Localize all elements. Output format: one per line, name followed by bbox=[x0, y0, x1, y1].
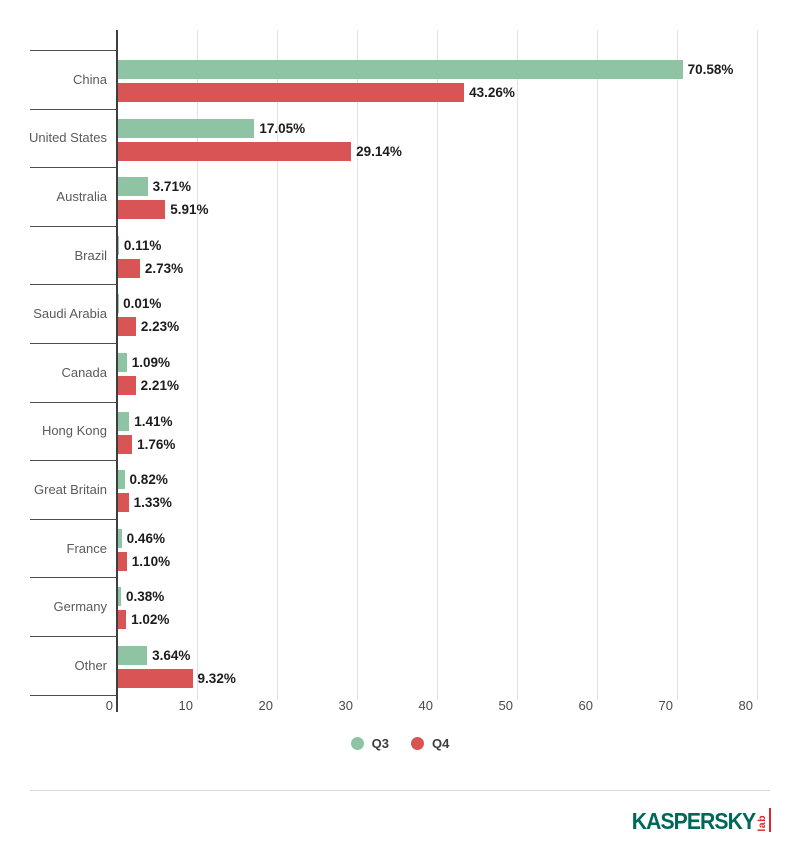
axis-tick-label: 40 bbox=[418, 698, 433, 713]
row-separator bbox=[30, 343, 117, 344]
category-label: Germany bbox=[53, 599, 107, 615]
grid-line bbox=[277, 30, 278, 700]
value-label: 1.33% bbox=[133, 495, 172, 511]
legend-item: Q4 bbox=[411, 736, 449, 751]
bar-q3 bbox=[118, 353, 127, 372]
category-label: Canada bbox=[61, 364, 107, 380]
row-separator bbox=[30, 694, 117, 696]
axis-tick-label: 0 bbox=[105, 698, 113, 713]
value-label: 0.82% bbox=[129, 472, 168, 488]
kaspersky-wordmark: KASPERSKY bbox=[631, 808, 756, 834]
row-separator bbox=[30, 225, 117, 227]
value-label: 1.09% bbox=[131, 355, 170, 370]
bar-q3 bbox=[118, 470, 125, 490]
value-label: 0.38% bbox=[126, 589, 165, 605]
category-label: Australia bbox=[56, 188, 107, 204]
value-label: 9.32% bbox=[197, 671, 236, 686]
bar-q3 bbox=[118, 235, 119, 255]
bar-q3 bbox=[118, 528, 122, 548]
grid-line bbox=[357, 30, 358, 700]
row-separator bbox=[30, 636, 117, 637]
bar-q4 bbox=[118, 258, 140, 278]
value-label: 43.26% bbox=[469, 85, 515, 100]
row-separator bbox=[30, 577, 117, 579]
category-label: Brazil bbox=[74, 247, 107, 263]
legend: Q3 Q4 bbox=[0, 736, 800, 751]
row-separator bbox=[30, 460, 117, 462]
row-separator bbox=[30, 518, 117, 520]
kaspersky-logo: KASPERSKY lab bbox=[621, 806, 772, 833]
value-label: 1.76% bbox=[137, 436, 176, 452]
grid-line bbox=[437, 30, 438, 700]
grid-line bbox=[197, 30, 198, 700]
value-label: 29.14% bbox=[356, 143, 402, 159]
legend-swatch bbox=[350, 737, 364, 750]
kaspersky-lab-text: lab bbox=[756, 815, 768, 832]
category-label: Hong Kong bbox=[41, 423, 107, 439]
value-label: 3.71% bbox=[152, 179, 191, 195]
legend-label: Q3 bbox=[371, 736, 389, 751]
bar-q3 bbox=[118, 177, 148, 197]
legend-label: Q4 bbox=[432, 736, 450, 751]
bar-q4 bbox=[118, 551, 127, 571]
bar-q4 bbox=[118, 200, 166, 220]
grid-line bbox=[677, 30, 678, 700]
bar-q4 bbox=[118, 669, 193, 688]
category-label: Saudi Arabia bbox=[33, 306, 107, 322]
value-label: 17.05% bbox=[259, 120, 306, 136]
axis-tick-label: 20 bbox=[258, 698, 273, 713]
bar-q3 bbox=[118, 60, 683, 79]
legend-item: Q3 bbox=[350, 736, 389, 751]
bar-q3 bbox=[118, 411, 130, 431]
logo-underline bbox=[769, 808, 771, 832]
bar-q4 bbox=[118, 434, 133, 454]
value-label: 1.10% bbox=[131, 553, 171, 569]
bar-q4 bbox=[118, 493, 129, 513]
row-separator bbox=[30, 108, 117, 110]
bar-q4 bbox=[118, 376, 136, 395]
bar-q4 bbox=[118, 83, 465, 102]
bar-q4 bbox=[118, 610, 127, 630]
bar-q4 bbox=[118, 141, 352, 161]
row-separator bbox=[30, 167, 117, 169]
value-label: 2.23% bbox=[140, 319, 180, 335]
value-label: 2.73% bbox=[144, 260, 184, 276]
bar-q3 bbox=[118, 646, 148, 665]
grid-line bbox=[757, 30, 758, 700]
grid-line bbox=[517, 30, 518, 700]
bar-q4 bbox=[118, 317, 136, 337]
y-axis-line bbox=[116, 30, 118, 712]
footer-divider bbox=[30, 790, 770, 791]
category-label: France bbox=[66, 540, 107, 556]
row-separator bbox=[30, 401, 117, 403]
row-separator bbox=[30, 284, 117, 286]
axis-tick-label: 30 bbox=[338, 698, 353, 713]
axis-tick-label: 60 bbox=[578, 698, 593, 713]
value-label: 0.46% bbox=[126, 530, 165, 546]
category-label: Great Britain bbox=[34, 481, 107, 497]
bar-q3 bbox=[118, 587, 122, 607]
value-label: 1.41% bbox=[134, 413, 173, 429]
category-label: United States bbox=[28, 130, 107, 146]
category-label: China bbox=[73, 71, 107, 87]
value-label: 3.64% bbox=[152, 648, 191, 663]
legend-swatch bbox=[411, 737, 424, 750]
axis-tick-label: 10 bbox=[178, 698, 193, 713]
bar-q3 bbox=[118, 118, 255, 138]
value-label: 5.91% bbox=[170, 202, 209, 218]
axis-tick-label: 50 bbox=[498, 698, 513, 713]
value-label: 2.21% bbox=[140, 378, 179, 393]
value-label: 1.02% bbox=[131, 612, 170, 628]
grid-line bbox=[597, 30, 598, 700]
row-separator bbox=[30, 50, 117, 51]
value-label: 0.11% bbox=[123, 237, 162, 253]
value-label: 0.01% bbox=[123, 296, 162, 312]
value-label: 70.58% bbox=[687, 62, 734, 77]
category-label: Other bbox=[74, 657, 107, 673]
axis-tick-label: 80 bbox=[738, 698, 753, 713]
axis-tick-label: 70 bbox=[658, 698, 673, 713]
kaspersky-lab-badge: lab bbox=[756, 806, 772, 833]
